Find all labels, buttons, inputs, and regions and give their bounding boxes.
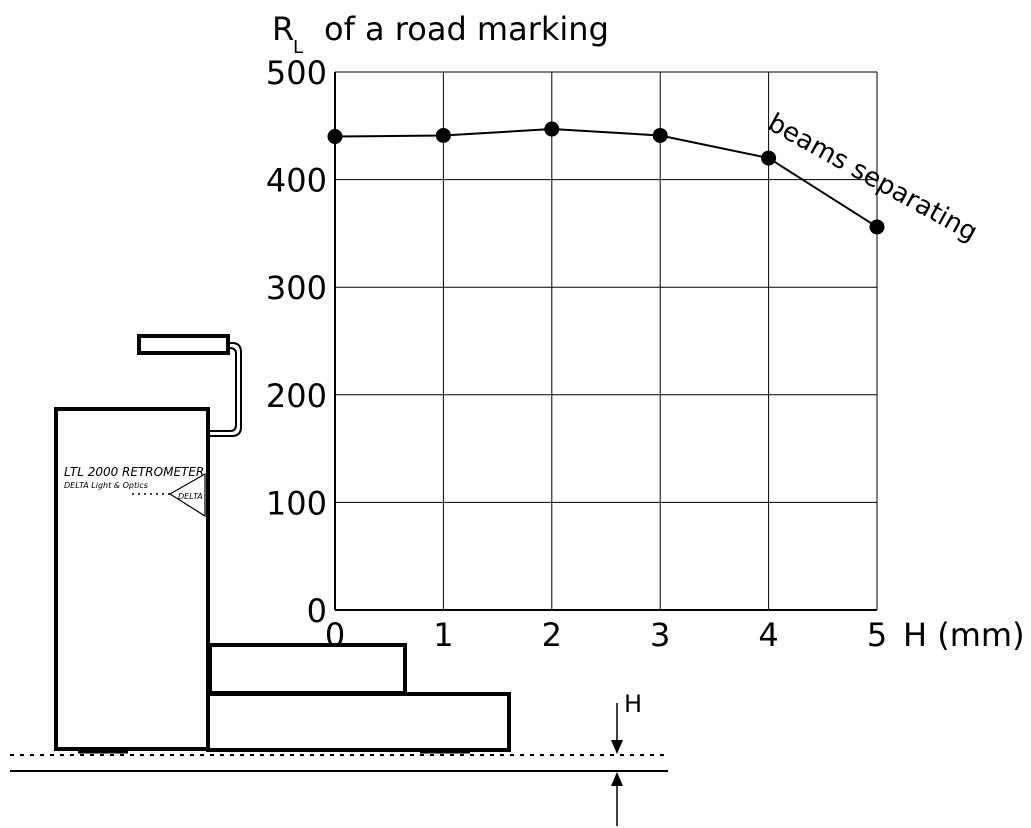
handle-inner-rail (208, 347, 237, 432)
x-axis-label: H (mm) (903, 616, 1025, 654)
x-tick-label: 4 (758, 616, 778, 654)
y-tick-labels: 0 100 200 300 400 500 (266, 54, 327, 630)
data-point (544, 121, 560, 137)
chart-title-main: R (272, 10, 294, 48)
x-tick-label: 3 (650, 616, 670, 654)
axes (334, 72, 877, 611)
handle-outer-rail (208, 342, 242, 437)
series (327, 121, 885, 235)
series-line (334, 128, 878, 228)
retrometer-device (54, 334, 511, 754)
device-maker-label: DELTA Light & Optics (64, 481, 148, 490)
y-tick-label: 400 (266, 162, 327, 200)
device-model-label: LTL 2000 RETROMETER (64, 465, 204, 479)
x-tick-label: 5 (867, 616, 887, 654)
gap-arrow-down-icon (611, 740, 623, 754)
delta-logo-triangle (168, 472, 206, 518)
device-body (54, 407, 210, 751)
data-point (761, 150, 777, 166)
x-tick-label: 1 (433, 616, 453, 654)
y-tick-label: 0 (307, 592, 327, 630)
device-lower-head (206, 692, 511, 752)
y-tick-label: 100 (266, 484, 327, 522)
delta-logo-text: DELTA (178, 492, 203, 501)
grid (335, 71, 878, 610)
x-tick-labels: 0 1 2 3 4 5 (325, 616, 887, 654)
data-point (869, 219, 885, 235)
data-point (435, 127, 451, 143)
y-tick-label: 500 (266, 54, 327, 92)
gap-arrows (611, 703, 623, 826)
x-tick-label: 0 (325, 616, 345, 654)
data-point (327, 129, 343, 145)
chart-title-subscript: L (293, 37, 303, 58)
chart-title-rest: of a road marking (324, 10, 609, 48)
x-tick-label: 2 (542, 616, 562, 654)
y-tick-label: 300 (266, 269, 327, 307)
device-handle (137, 334, 230, 355)
y-tick-label: 200 (266, 377, 327, 415)
gap-label: H (624, 690, 642, 718)
device-upper-head (208, 643, 407, 695)
data-point (652, 127, 668, 143)
gap-arrow-up-icon (611, 772, 623, 786)
